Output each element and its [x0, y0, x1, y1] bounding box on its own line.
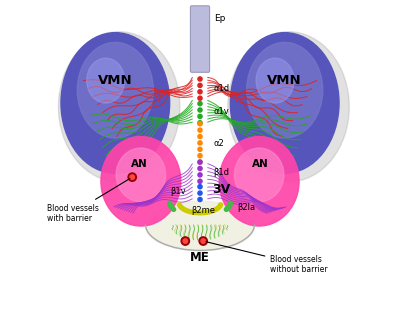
Circle shape: [194, 211, 198, 215]
Circle shape: [186, 209, 190, 213]
Circle shape: [181, 206, 184, 210]
Text: 3V: 3V: [212, 183, 230, 196]
Circle shape: [198, 96, 202, 100]
Text: Blood vessels
without barrier: Blood vessels without barrier: [206, 242, 328, 274]
Circle shape: [182, 208, 186, 212]
Circle shape: [198, 173, 202, 177]
Circle shape: [198, 121, 202, 125]
Circle shape: [216, 206, 219, 210]
Circle shape: [184, 209, 188, 213]
Circle shape: [226, 206, 229, 210]
Text: α1v: α1v: [214, 107, 229, 116]
Circle shape: [168, 204, 172, 207]
Ellipse shape: [228, 32, 349, 182]
Circle shape: [198, 154, 202, 158]
Circle shape: [198, 83, 202, 87]
Text: Ep: Ep: [214, 14, 226, 23]
Text: AN: AN: [252, 159, 269, 169]
Text: VMN: VMN: [98, 74, 133, 87]
Circle shape: [198, 128, 202, 132]
Circle shape: [202, 211, 206, 215]
Ellipse shape: [256, 58, 294, 103]
Ellipse shape: [116, 148, 166, 202]
Ellipse shape: [58, 32, 180, 182]
Text: β1d: β1d: [214, 168, 230, 177]
Circle shape: [224, 207, 228, 211]
Circle shape: [198, 114, 202, 118]
Circle shape: [205, 211, 209, 214]
Text: β1v: β1v: [170, 187, 186, 196]
Circle shape: [198, 166, 202, 170]
Circle shape: [168, 201, 172, 205]
Ellipse shape: [247, 42, 323, 138]
Circle shape: [198, 122, 202, 126]
Circle shape: [228, 201, 232, 205]
Circle shape: [199, 237, 207, 245]
Text: Blood vessels
with barrier: Blood vessels with barrier: [46, 178, 130, 223]
Circle shape: [228, 202, 232, 206]
Circle shape: [198, 191, 202, 195]
Circle shape: [198, 160, 202, 164]
Ellipse shape: [77, 42, 153, 138]
Circle shape: [198, 197, 202, 202]
Circle shape: [198, 77, 202, 81]
Circle shape: [217, 205, 221, 209]
Circle shape: [198, 147, 202, 152]
Circle shape: [212, 209, 216, 213]
Ellipse shape: [234, 148, 284, 202]
Circle shape: [170, 205, 174, 209]
FancyBboxPatch shape: [190, 6, 210, 72]
Ellipse shape: [230, 33, 339, 173]
Circle shape: [178, 203, 181, 207]
Text: β2me: β2me: [191, 206, 215, 215]
Ellipse shape: [87, 58, 125, 103]
Circle shape: [219, 203, 222, 207]
Circle shape: [210, 209, 214, 213]
Text: VMN: VMN: [267, 74, 302, 87]
Circle shape: [178, 204, 182, 208]
Circle shape: [228, 204, 232, 207]
Text: α1d: α1d: [214, 84, 230, 93]
Circle shape: [201, 239, 206, 243]
Circle shape: [181, 237, 190, 245]
Circle shape: [189, 210, 193, 214]
Circle shape: [198, 90, 202, 94]
Circle shape: [198, 160, 202, 164]
Circle shape: [198, 179, 202, 183]
Circle shape: [198, 134, 202, 139]
Circle shape: [197, 211, 200, 215]
Text: AN: AN: [131, 159, 148, 169]
Text: ME: ME: [190, 250, 210, 264]
Circle shape: [169, 204, 173, 208]
Circle shape: [218, 204, 222, 208]
Circle shape: [198, 101, 202, 106]
Circle shape: [226, 205, 230, 209]
Ellipse shape: [219, 136, 299, 226]
Circle shape: [128, 173, 136, 181]
Ellipse shape: [61, 33, 170, 173]
Circle shape: [171, 206, 174, 210]
Circle shape: [198, 141, 202, 145]
Circle shape: [168, 202, 172, 206]
Circle shape: [227, 204, 231, 208]
Circle shape: [207, 210, 211, 214]
Circle shape: [191, 211, 195, 214]
Ellipse shape: [101, 136, 181, 226]
Circle shape: [214, 208, 218, 212]
Text: β2la: β2la: [237, 203, 255, 212]
Circle shape: [198, 108, 202, 112]
Circle shape: [172, 207, 176, 211]
Circle shape: [200, 211, 203, 215]
Circle shape: [179, 205, 183, 209]
Circle shape: [183, 239, 188, 243]
Text: α2: α2: [214, 139, 224, 148]
Circle shape: [130, 175, 134, 179]
Circle shape: [198, 185, 202, 189]
Ellipse shape: [146, 201, 254, 251]
